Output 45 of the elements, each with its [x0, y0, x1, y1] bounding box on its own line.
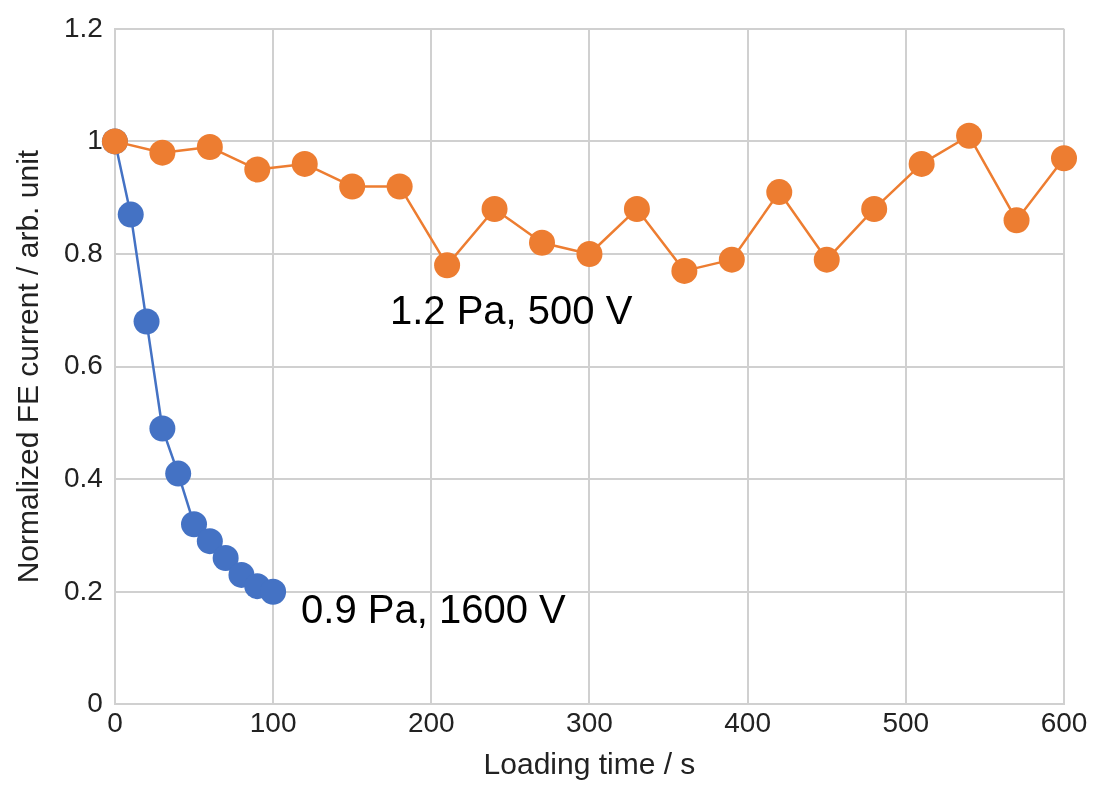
- point: [196, 528, 223, 555]
- x-tick-label: 600: [1040, 706, 1088, 738]
- point: [434, 252, 461, 279]
- point: [623, 195, 650, 222]
- point: [291, 150, 318, 177]
- point: [908, 150, 935, 177]
- series-label: 1.2 Pa, 500 V: [389, 287, 633, 332]
- x-tick-label: 500: [882, 706, 930, 738]
- y-tick-label: 0.6: [63, 349, 103, 381]
- point: [117, 201, 144, 228]
- point: [861, 195, 888, 222]
- point: [196, 134, 223, 161]
- x-tick-label: 300: [566, 706, 613, 738]
- point: [481, 195, 508, 222]
- point: [671, 257, 698, 284]
- point: [813, 246, 840, 273]
- y-tick-label: 1: [87, 124, 103, 156]
- point: [386, 173, 413, 200]
- x-axis-title: Loading time / s: [483, 747, 696, 781]
- point: [165, 460, 192, 487]
- y-axis-title: Normalized FE current / arb. unit: [11, 149, 45, 584]
- point: [339, 173, 366, 200]
- point: [766, 179, 793, 206]
- point: [1003, 207, 1030, 234]
- point: [244, 156, 271, 183]
- series-label: 0.9 Pa, 1600 V: [301, 586, 567, 631]
- y-tick-label: 1.2: [63, 11, 103, 43]
- x-tick-label: 200: [407, 706, 455, 738]
- point: [181, 511, 208, 538]
- x-tick-label: 400: [724, 706, 771, 738]
- point: [718, 246, 745, 273]
- point: [212, 545, 239, 572]
- point: [149, 415, 176, 442]
- y-tick-label: 0.8: [63, 236, 103, 268]
- x-tick-label: 100: [249, 706, 297, 738]
- point: [529, 229, 556, 256]
- point: [149, 139, 176, 166]
- point: [260, 578, 287, 605]
- y-tick-label: 0.4: [63, 461, 103, 493]
- point: [956, 122, 983, 149]
- y-tick-label: 0.2: [63, 574, 103, 606]
- point: [576, 241, 603, 267]
- x-tick-label: 0: [107, 706, 123, 738]
- point: [1051, 145, 1077, 172]
- point: [133, 308, 160, 335]
